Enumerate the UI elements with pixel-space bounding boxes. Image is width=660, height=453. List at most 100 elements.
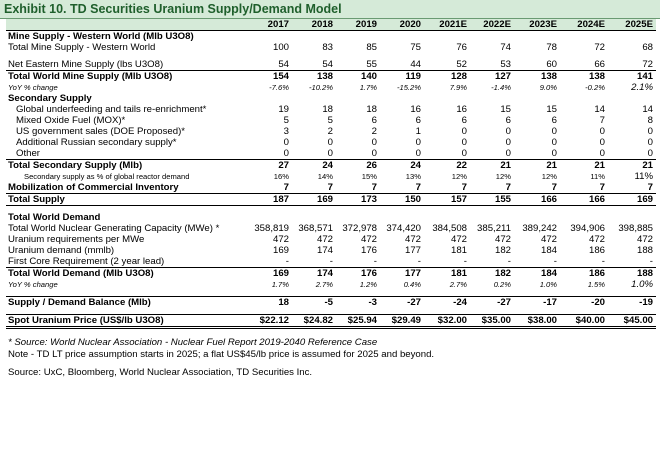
table-cell: $45.00 xyxy=(608,314,656,329)
source-note: * Source: World Nuclear Association - Nu… xyxy=(8,337,378,348)
table-cell: 119 xyxy=(380,70,424,82)
table-cell: 1.2% xyxy=(359,279,377,289)
table-cell: $32.00 xyxy=(424,314,470,329)
table-cell: 78 xyxy=(546,41,557,53)
row-label: US government sales (DOE Proposed)* xyxy=(16,125,186,137)
table-cell: 7 xyxy=(599,114,605,126)
column-header: 2022E xyxy=(470,19,514,31)
exhibit-title: Exhibit 10. TD Securities Uranium Supply… xyxy=(4,2,342,16)
table-cell: 182 xyxy=(470,267,514,279)
table-cell: 358,819 xyxy=(254,222,289,234)
table-cell: -7.6% xyxy=(269,82,289,92)
table-cell: $24.82 xyxy=(292,314,336,329)
table-cell: - xyxy=(329,255,333,267)
table-cell: 188 xyxy=(636,244,653,256)
table-cell: 177 xyxy=(404,244,421,256)
table-cell: 177 xyxy=(380,267,424,279)
row-label: Mobilization of Commercial Inventory xyxy=(8,181,179,193)
table-cell: 14 xyxy=(642,103,653,115)
table-cell: 1.0% xyxy=(539,279,557,289)
table-cell: -27 xyxy=(380,296,424,308)
table-cell: 21 xyxy=(470,159,514,171)
table-cell xyxy=(514,31,560,43)
table-row: Secondary Supply xyxy=(6,93,656,104)
table-cell: 18 xyxy=(322,103,333,115)
table-cell: 27 xyxy=(246,159,292,171)
table-cell: $40.00 xyxy=(560,314,608,329)
table-cell: 182 xyxy=(494,244,511,256)
row-label: Spot Uranium Price (US$/lb U3O8) xyxy=(6,314,246,329)
table-cell: 16 xyxy=(456,103,467,115)
table-cell: 66 xyxy=(594,58,605,70)
column-header: 2018 xyxy=(292,19,336,31)
column-header: 2024E xyxy=(560,19,608,31)
table-cell: 472 xyxy=(450,233,467,245)
table-cell: 2.7% xyxy=(315,279,333,289)
table-cell: 0 xyxy=(505,136,511,148)
table-cell: 372,978 xyxy=(342,222,377,234)
table-cell xyxy=(608,31,656,43)
table-cell: 7 xyxy=(415,181,421,193)
table-cell: 85 xyxy=(366,41,377,53)
table-cell xyxy=(560,31,608,43)
table-cell: 18 xyxy=(366,103,377,115)
table-cell: 186 xyxy=(560,267,608,279)
table-cell: 6 xyxy=(551,114,557,126)
table-row: Total Secondary Supply (Mlb) 27 24 26 24 22 21… xyxy=(6,159,656,171)
table-cell: 2 xyxy=(371,125,377,137)
column-header: 2023E xyxy=(514,19,560,31)
table-cell: 0 xyxy=(371,147,377,159)
row-label: Total World Mine Supply (Mlb U3O8) xyxy=(6,70,246,82)
table-cell: 472 xyxy=(588,233,605,245)
table-cell: 7 xyxy=(551,181,557,193)
table-row: Mine Supply - Western World (Mlb U3O8) xyxy=(6,31,656,43)
table-cell: 54 xyxy=(278,58,289,70)
row-label: Uranium requirements per MWe xyxy=(8,233,145,245)
table-cell: 5 xyxy=(283,114,289,126)
table-cell: 174 xyxy=(316,244,333,256)
table-cell: -19 xyxy=(608,296,656,308)
table-cell xyxy=(470,93,514,104)
table-cell: 169 xyxy=(608,193,656,206)
table-cell: 72 xyxy=(594,41,605,53)
table-cell: 26 xyxy=(336,159,380,171)
table-cell xyxy=(380,212,424,223)
table-cell: 2.7% xyxy=(449,279,467,289)
table-cell: 188 xyxy=(608,267,656,279)
table-cell: -0.2% xyxy=(585,82,605,92)
price-note: Note - TD LT price assumption starts in … xyxy=(8,349,435,360)
table-row: Total Mine Supply - Western World 100 83 85… xyxy=(6,42,656,53)
table-cell xyxy=(380,31,424,43)
table-cell: 7 xyxy=(327,181,333,193)
table-cell: 1.5% xyxy=(587,279,605,289)
table-cell: 2.1% xyxy=(631,81,653,93)
table-row: Total World Demand (Mlb U3O8) 169 174 176 17… xyxy=(6,267,656,279)
table-cell: 14% xyxy=(317,171,333,181)
row-label: Global underfeeding and tails re-enrichm… xyxy=(16,103,207,115)
table-cell: 7 xyxy=(505,181,511,193)
table-cell: - xyxy=(285,255,289,267)
table-cell: 472 xyxy=(540,233,557,245)
table-cell xyxy=(292,93,336,104)
table-cell: 12% xyxy=(495,171,511,181)
table-cell: 6 xyxy=(505,114,511,126)
table-cell: 0 xyxy=(461,147,467,159)
table-cell: 22 xyxy=(424,159,470,171)
header-row: 2017 2018 2019 2020 2021E 2022E 2023E 20… xyxy=(6,19,656,31)
table-row: US government sales (DOE Proposed)* 3 2 2 1 0… xyxy=(6,126,656,137)
table-cell: 2 xyxy=(327,125,333,137)
table-cell: 155 xyxy=(470,193,514,206)
row-label: Total Supply xyxy=(6,193,246,206)
table-cell: 21 xyxy=(608,159,656,171)
table-cell: -10.2% xyxy=(308,82,333,92)
table-row: Total World Demand xyxy=(6,212,656,223)
table-cell: 385,211 xyxy=(477,222,511,234)
table-cell: 76 xyxy=(456,41,467,53)
table-cell: 0.2% xyxy=(493,279,511,289)
table-cell: 0 xyxy=(599,125,605,137)
table-cell: 60 xyxy=(546,58,557,70)
table-cell: 53 xyxy=(500,58,511,70)
table-cell: 75 xyxy=(410,41,421,53)
table-cell xyxy=(292,212,336,223)
table-cell: 68 xyxy=(642,41,653,53)
